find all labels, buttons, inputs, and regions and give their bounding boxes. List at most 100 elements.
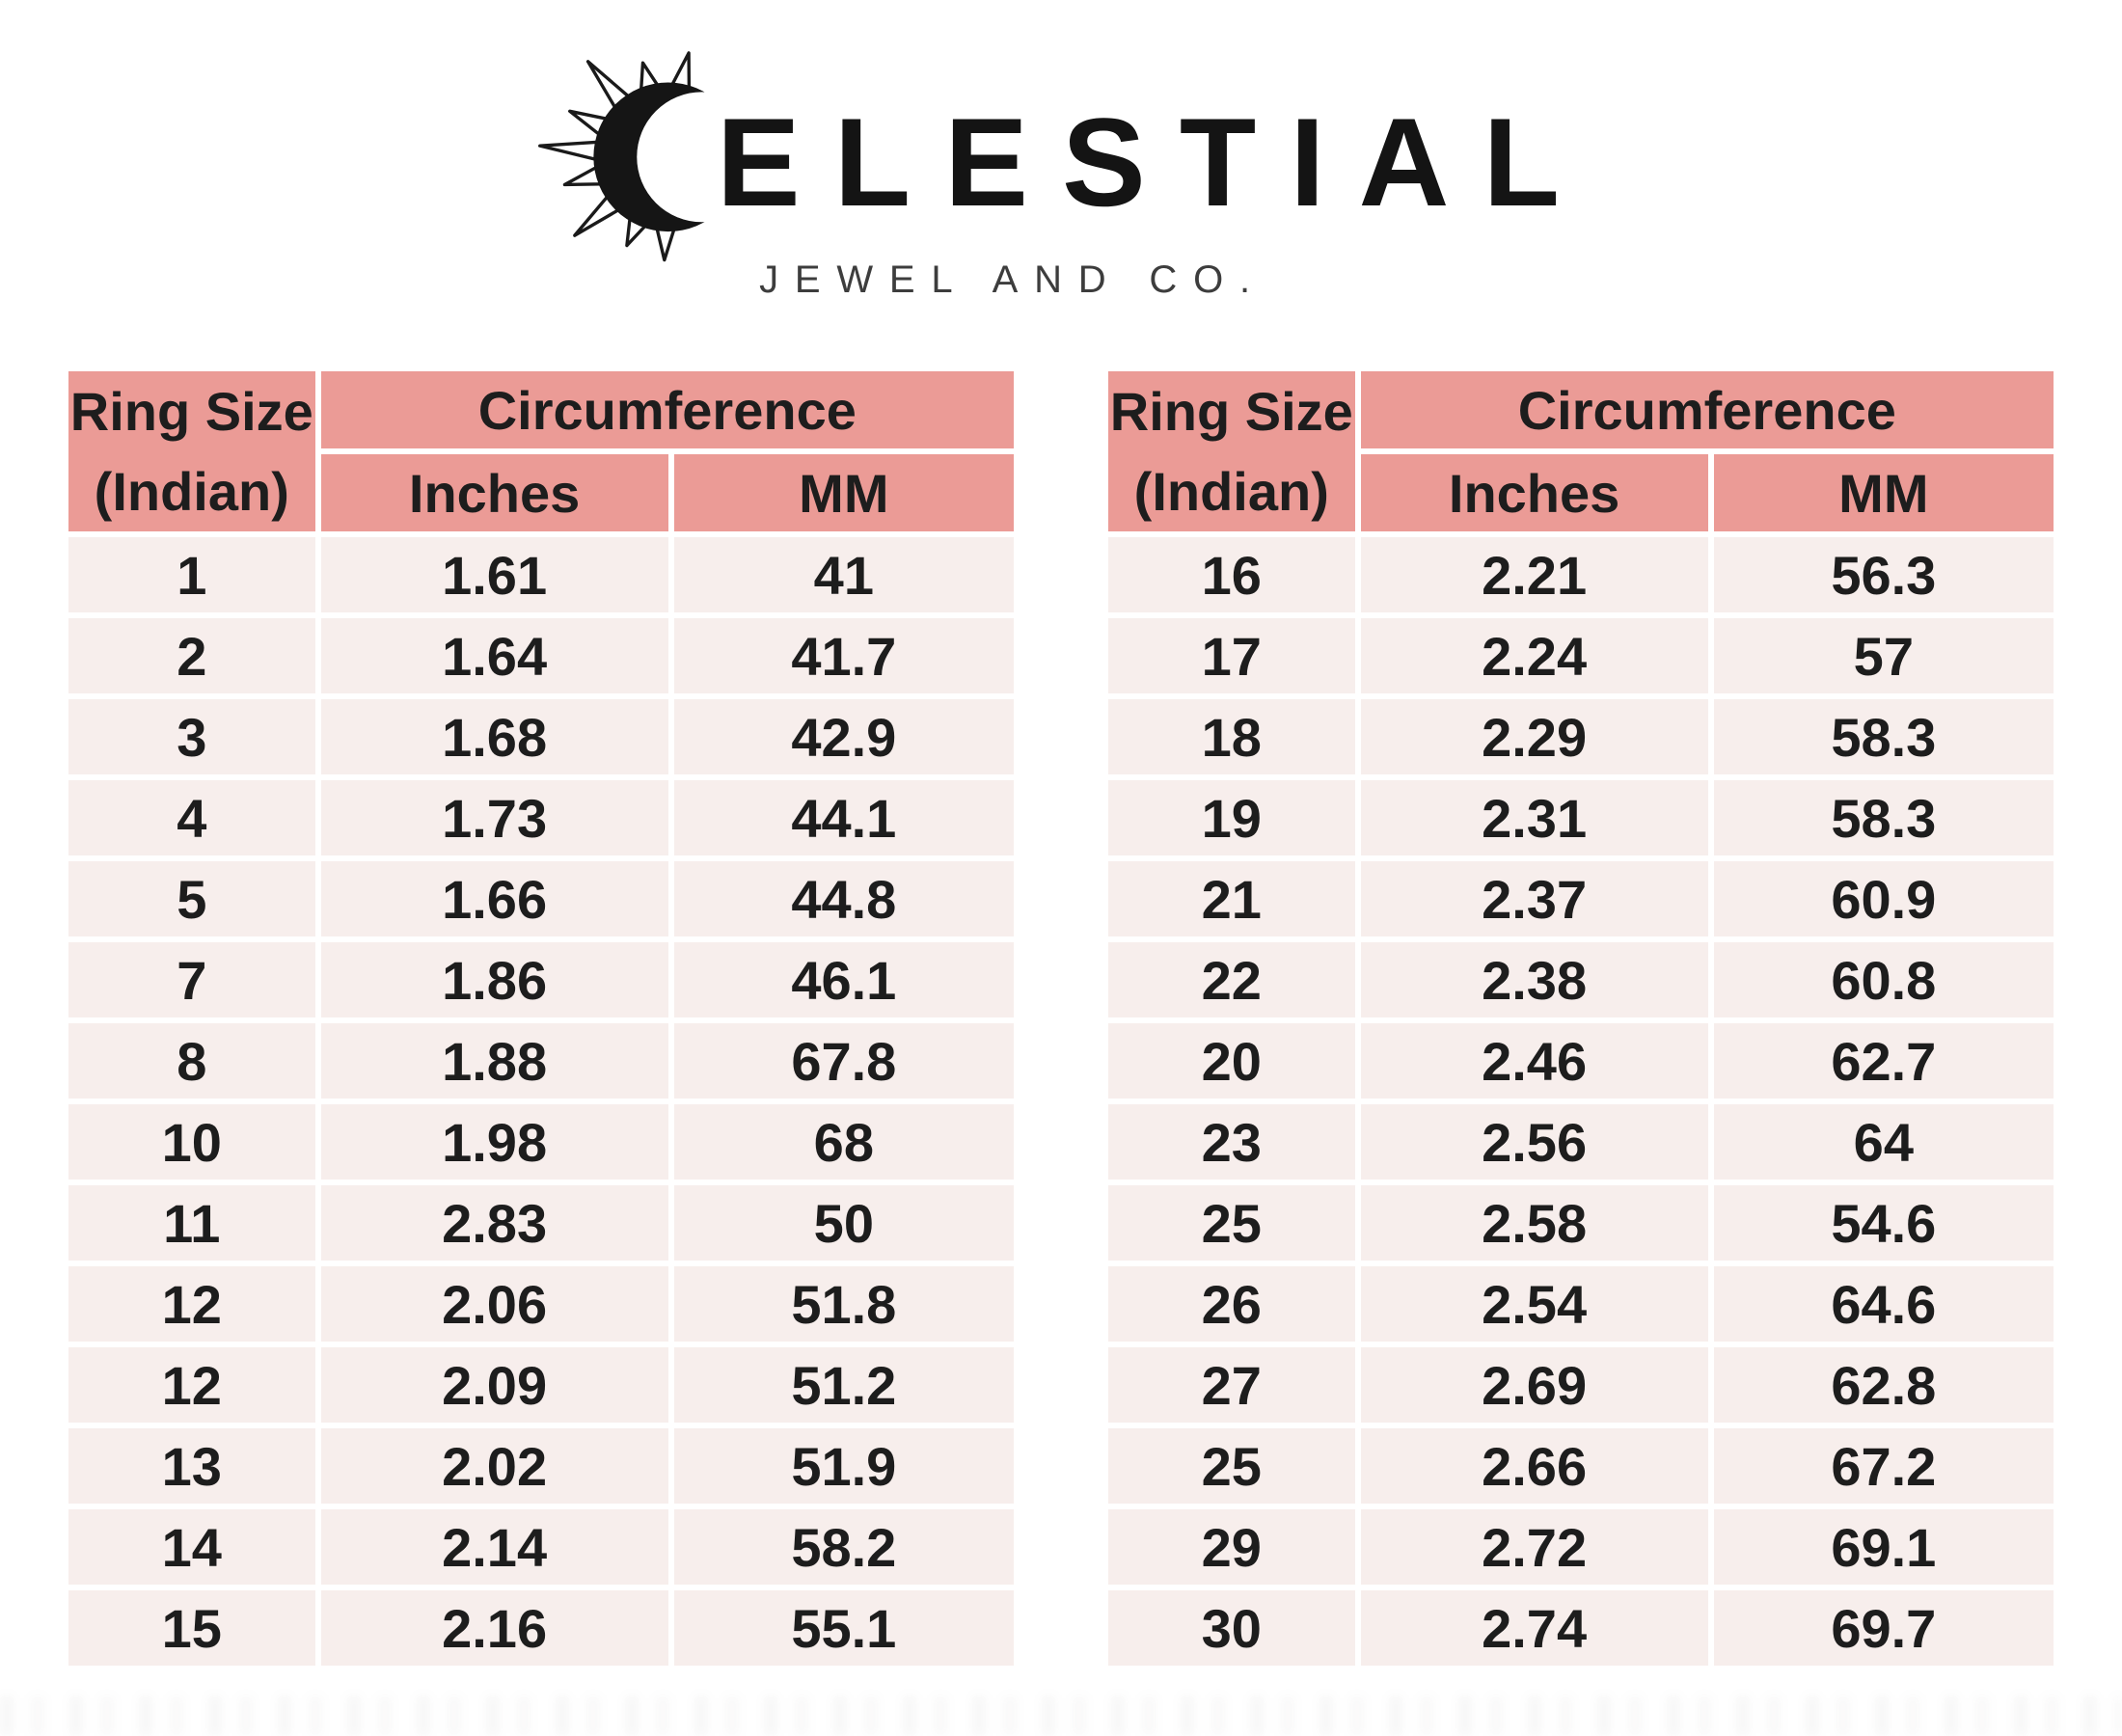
brand-wordmark: ELESTIAL [716,92,1594,232]
table-row: 15 2.16 55.1 [68,1590,1014,1666]
table-row: 23 2.56 64 [1108,1104,2054,1180]
header-ring-size-line2: (Indian) [94,461,289,522]
table-row: 8 1.88 67.8 [68,1023,1014,1099]
cell-mm: 54.6 [1713,1185,2054,1261]
cell-mm: 41.7 [673,618,1014,693]
cell-mm: 64.6 [1713,1266,2054,1342]
cropped-edge-artifact [0,1695,2122,1736]
cell-inches: 2.66 [1360,1428,1708,1504]
cell-inches: 1.73 [320,780,668,855]
table-row: 21 2.37 60.9 [1108,861,2054,936]
header-ring-size-line1: Ring Size [69,381,313,442]
cell-inches: 2.31 [1360,780,1708,855]
table-row: 12 2.09 51.2 [68,1347,1014,1423]
cell-ring-size: 8 [68,1023,315,1099]
cell-inches: 2.21 [1360,537,1708,612]
cell-inches: 2.46 [1360,1023,1708,1099]
table-row: 27 2.69 62.8 [1108,1347,2054,1423]
cell-inches: 2.24 [1360,618,1708,693]
cell-ring-size: 10 [68,1104,315,1180]
cell-mm: 44.1 [673,780,1014,855]
brand-logo: ELESTIAL [0,41,2122,268]
cell-ring-size: 12 [68,1347,315,1423]
cell-mm: 55.1 [673,1590,1014,1666]
cell-ring-size: 26 [1108,1266,1355,1342]
cell-ring-size: 12 [68,1266,315,1342]
header-mm: MM [1713,454,2054,531]
ring-size-table-left: Ring Size (Indian) Circumference Inches … [63,366,1020,1671]
table-header: Ring Size (Indian) Circumference Inches … [1108,371,2054,531]
cell-mm: 41 [673,537,1014,612]
cell-inches: 2.72 [1360,1509,1708,1585]
cell-mm: 67.8 [673,1023,1014,1099]
header-ring-size: Ring Size (Indian) [68,371,315,531]
cell-ring-size: 25 [1108,1185,1355,1261]
cell-inches: 1.68 [320,699,668,774]
header-ring-size: Ring Size (Indian) [1108,371,1355,531]
cell-inches: 1.64 [320,618,668,693]
cell-ring-size: 4 [68,780,315,855]
table-row: 1 1.61 41 [68,537,1014,612]
cell-inches: 1.66 [320,861,668,936]
cell-inches: 2.74 [1360,1590,1708,1666]
cell-mm: 46.1 [673,942,1014,1017]
cell-mm: 62.7 [1713,1023,2054,1099]
table-row: 14 2.14 58.2 [68,1509,1014,1585]
cell-mm: 50 [673,1185,1014,1261]
cell-mm: 56.3 [1713,537,2054,612]
header-mm: MM [673,454,1014,531]
cell-ring-size: 16 [1108,537,1355,612]
cell-mm: 69.7 [1713,1590,2054,1666]
header-circumference: Circumference [320,371,1014,448]
cell-ring-size: 22 [1108,942,1355,1017]
cell-ring-size: 11 [68,1185,315,1261]
table-row: 3 1.68 42.9 [68,699,1014,774]
cell-mm: 51.2 [673,1347,1014,1423]
table-row: 7 1.86 46.1 [68,942,1014,1017]
cell-ring-size: 21 [1108,861,1355,936]
cell-inches: 2.02 [320,1428,668,1504]
cell-inches: 2.83 [320,1185,668,1261]
cell-inches: 2.14 [320,1509,668,1585]
table-body: 16 2.21 56.3 17 2.24 57 18 2.29 58.3 19 2.31 58.3 21… [1108,537,2054,1666]
cell-mm: 51.9 [673,1428,1014,1504]
cell-inches: 2.54 [1360,1266,1708,1342]
cell-mm: 64 [1713,1104,2054,1180]
cell-mm: 60.9 [1713,861,2054,936]
table-row: 30 2.74 69.7 [1108,1590,2054,1666]
cell-ring-size: 25 [1108,1428,1355,1504]
header-inches: Inches [320,454,668,531]
cell-ring-size: 29 [1108,1509,1355,1585]
table-row: 4 1.73 44.1 [68,780,1014,855]
brand-subtitle: JEWEL AND CO. [759,258,1266,301]
brand-header: ELESTIAL JEWEL AND CO. [0,0,2122,302]
cell-mm: 60.8 [1713,942,2054,1017]
table-row: 18 2.29 58.3 [1108,699,2054,774]
table-body: 1 1.61 41 2 1.64 41.7 3 1.68 42.9 4 1.73 44.1 5 1.66 4… [68,537,1014,1666]
table-row: 19 2.31 58.3 [1108,780,2054,855]
table-row: 22 2.38 60.8 [1108,942,2054,1017]
cell-ring-size: 2 [68,618,315,693]
cell-mm: 68 [673,1104,1014,1180]
table-row: 29 2.72 69.1 [1108,1509,2054,1585]
header-ring-size-line1: Ring Size [1109,381,1353,442]
header-ring-size-line2: (Indian) [1133,461,1329,522]
table-row: 16 2.21 56.3 [1108,537,2054,612]
ring-size-charts: Ring Size (Indian) Circumference Inches … [0,366,2122,1671]
cell-inches: 2.37 [1360,861,1708,936]
cell-ring-size: 17 [1108,618,1355,693]
cell-ring-size: 23 [1108,1104,1355,1180]
cell-inches: 2.16 [320,1590,668,1666]
cell-ring-size: 15 [68,1590,315,1666]
table-row: 10 1.98 68 [68,1104,1014,1180]
table-row: 5 1.66 44.8 [68,861,1014,936]
cell-mm: 58.3 [1713,780,2054,855]
table-row: 26 2.54 64.6 [1108,1266,2054,1342]
cell-inches: 1.88 [320,1023,668,1099]
cell-ring-size: 5 [68,861,315,936]
cell-mm: 67.2 [1713,1428,2054,1504]
table-row: 17 2.24 57 [1108,618,2054,693]
cell-inches: 2.56 [1360,1104,1708,1180]
cell-mm: 57 [1713,618,2054,693]
cell-inches: 1.61 [320,537,668,612]
